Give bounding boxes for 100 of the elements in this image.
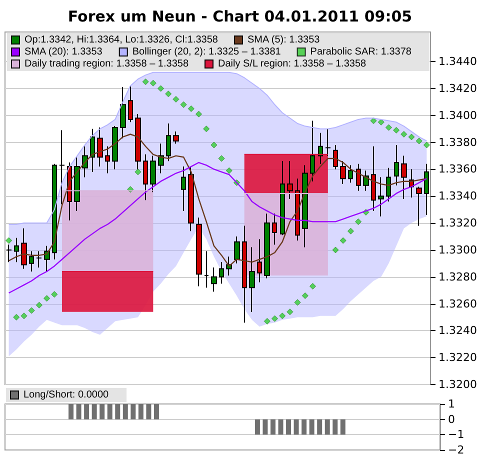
- candlestick: [242, 225, 247, 324]
- point: [378, 118, 384, 126]
- candlestick: [143, 154, 148, 201]
- point: [286, 308, 294, 316]
- point: [150, 80, 156, 86]
- legend-label: Bollinger (20, 2): 1.3325 – 1.3381: [132, 46, 282, 58]
- y-tick-label: 1.3340: [438, 190, 478, 203]
- candlestick: [59, 130, 65, 205]
- candlestick: [234, 236, 240, 264]
- candlestick: [249, 246, 255, 312]
- point: [188, 105, 194, 112]
- y-tick-label: 1.3280: [438, 270, 478, 284]
- candlestick: [340, 160, 346, 185]
- candlestick: [272, 213, 277, 246]
- y-tick-label: 1.3320: [438, 216, 478, 230]
- point: [196, 110, 202, 118]
- candlestick: [211, 266, 217, 292]
- candlestick: [394, 144, 399, 186]
- legend-label: Daily S/L region: 1.3358 – 1.3358: [218, 58, 367, 70]
- candlestick: [36, 250, 42, 268]
- line-series: [8, 72, 428, 225]
- candlestick: [424, 163, 429, 216]
- point: [279, 312, 286, 320]
- point: [20, 312, 28, 320]
- legend-label: SMA (5): 1.3353: [247, 34, 320, 46]
- y-tick-label: 1.3300: [438, 243, 478, 256]
- chart-title: Forex um Neun - Chart 04.01.2011 09:05: [68, 8, 412, 26]
- point: [416, 138, 422, 144]
- y-tick-label: 1.3200: [438, 378, 478, 391]
- point: [165, 90, 172, 98]
- point: [6, 237, 12, 244]
- point: [347, 228, 354, 234]
- candlestick: [333, 144, 338, 170]
- candlestick: [158, 143, 164, 174]
- candlestick: [29, 250, 34, 272]
- candlestick: [181, 166, 186, 212]
- point: [340, 237, 346, 244]
- line-series: [8, 162, 428, 294]
- point: [226, 167, 232, 174]
- candlestick: [173, 131, 179, 144]
- point: [400, 131, 408, 138]
- point: [294, 299, 301, 306]
- candlestick: [416, 186, 422, 226]
- point: [309, 283, 316, 290]
- y-tick-label: 1.3400: [438, 108, 478, 122]
- point: [332, 246, 339, 254]
- candlestick: [280, 160, 285, 236]
- point: [44, 295, 50, 302]
- y-tick-label: 1.3260: [438, 297, 478, 310]
- candlestick: [196, 217, 202, 287]
- candlestick: [150, 155, 156, 193]
- legend-label: Parabolic SAR: 1.3378: [310, 46, 412, 58]
- candlestick: [371, 146, 376, 212]
- y-tick-label: −2: [448, 444, 464, 456]
- y-tick-label: 1.3440: [438, 55, 478, 68]
- candlestick: [348, 164, 353, 184]
- y-tick-label: 1.3360: [438, 162, 478, 176]
- candlestick: [128, 85, 133, 123]
- candlestick: [356, 163, 361, 192]
- candlestick: [188, 166, 194, 232]
- candlestick: [204, 250, 209, 288]
- legend-label: SMA (20): 1.3353: [24, 46, 103, 58]
- point: [370, 118, 377, 124]
- point: [51, 291, 58, 298]
- y-tick-label: 1: [448, 398, 455, 410]
- y-tick-label: 1.3220: [438, 351, 478, 364]
- candlestick: [401, 155, 407, 200]
- candlestick: [105, 146, 110, 174]
- point: [385, 124, 392, 131]
- point: [264, 318, 270, 325]
- point: [218, 155, 225, 162]
- line-series: [8, 134, 428, 267]
- candlestick: [112, 126, 118, 170]
- point: [158, 85, 164, 92]
- point: [271, 315, 278, 322]
- point: [203, 126, 210, 132]
- point: [408, 134, 415, 140]
- candlestick: [166, 122, 171, 162]
- point: [142, 78, 149, 86]
- point: [172, 96, 180, 103]
- y-tick-label: −1: [448, 428, 464, 442]
- candlestick: [74, 156, 80, 212]
- candlestick: [287, 160, 293, 200]
- candlestick: [386, 167, 391, 202]
- y-tick-label: 1.3420: [438, 82, 478, 96]
- candlestick: [325, 128, 331, 156]
- candlestick: [318, 132, 323, 164]
- legend-label: Op:1.3342, Hi:1.3364, Lo:1.3326, Cl:1.3358: [24, 34, 218, 46]
- candlestick: [52, 163, 57, 260]
- candlestick: [90, 128, 95, 172]
- point: [393, 126, 400, 134]
- y-tick-label: 1.3380: [438, 136, 478, 149]
- point: [13, 314, 20, 320]
- point: [210, 142, 218, 148]
- point: [423, 142, 430, 148]
- candlestick: [219, 262, 224, 284]
- legend-label: Daily trading region: 1.3358 – 1.3358: [24, 58, 189, 70]
- point: [355, 218, 362, 225]
- legend-label: Long/Short: 0.0000: [24, 390, 110, 400]
- candlestick: [264, 213, 270, 279]
